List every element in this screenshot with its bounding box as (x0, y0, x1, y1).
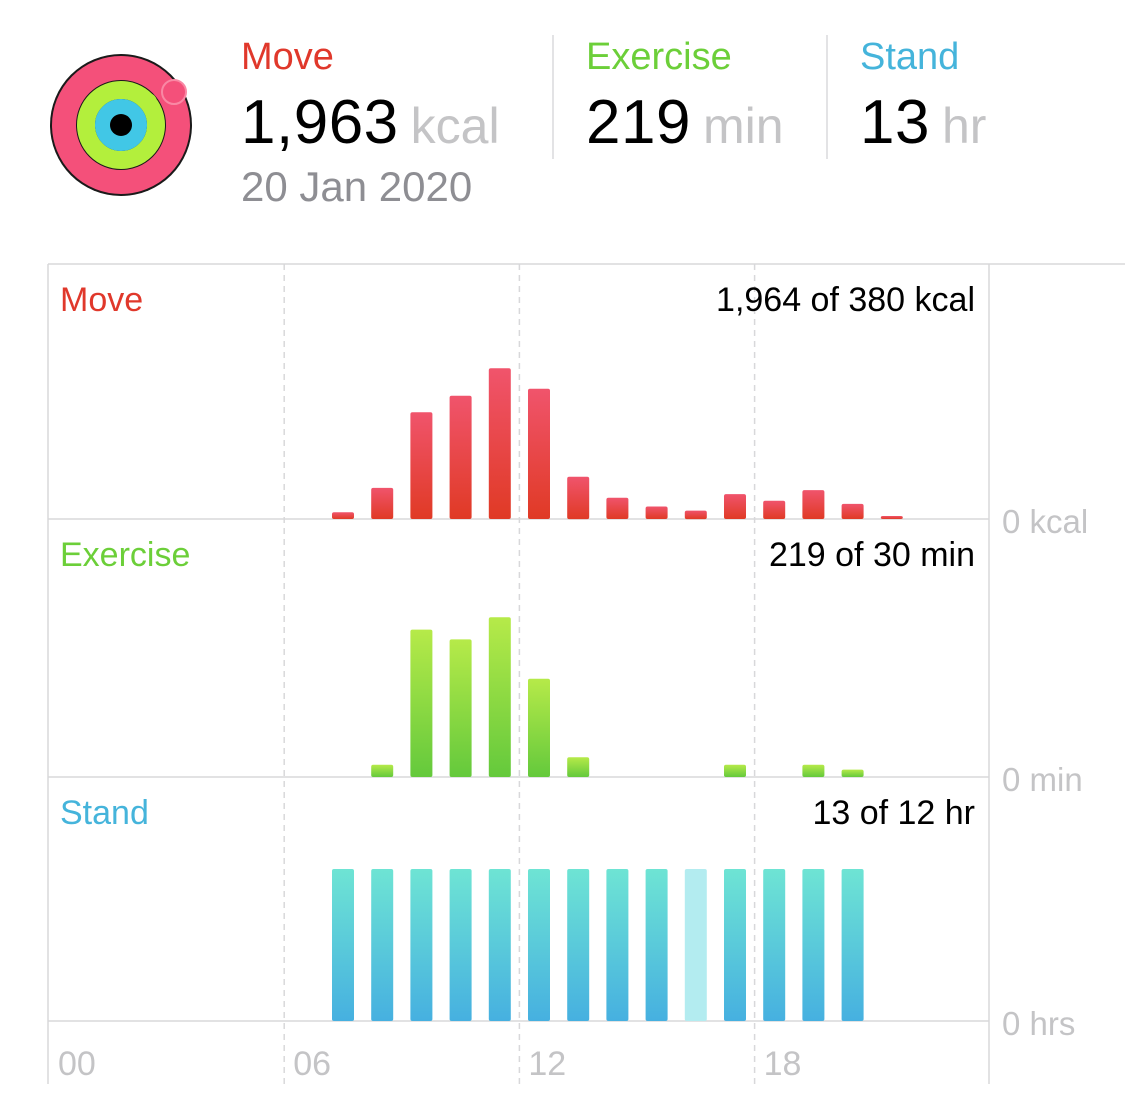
summary-header: Move 1,963 kcal 20 Jan 2020 Exercise 219 m… (0, 0, 1125, 240)
stand-bar (841, 869, 864, 1021)
exercise-bar (528, 678, 550, 777)
stand-bar (371, 869, 394, 1021)
exercise-bar (802, 764, 825, 777)
exercise-bar (449, 639, 472, 777)
activity-rings-icon (50, 54, 192, 196)
exercise-baseline-label: 0 min (1002, 761, 1083, 798)
move-baseline-label: 0 kcal (1002, 503, 1088, 540)
move-bar (332, 512, 354, 519)
move-bar (684, 510, 707, 520)
exercise-bar (410, 629, 433, 777)
stand-summary: Stand 13 hr (860, 30, 986, 178)
move-bar (371, 487, 394, 519)
exercise-bar (724, 764, 746, 777)
x-tick-label: 18 (764, 1045, 802, 1083)
exercise-bar (567, 757, 590, 777)
move-unit: kcal (410, 98, 500, 154)
x-tick-label: 06 (293, 1045, 331, 1083)
stand-bar (802, 869, 825, 1021)
stand-goal-summary: 13 of 12 hr (812, 794, 975, 832)
x-tick-label: 00 (58, 1045, 96, 1083)
move-bar (645, 506, 668, 519)
exercise-value-row: 219 min (586, 84, 784, 178)
move-bar (724, 494, 746, 519)
stand-bar (684, 869, 707, 1021)
exercise-chart-title: Exercise (60, 536, 190, 574)
exercise-label: Exercise (586, 36, 732, 78)
exercise-value: 219 (586, 88, 691, 157)
exercise-goal-summary: 219 of 30 min (769, 536, 975, 574)
move-goal-summary: 1,964 of 380 kcal (716, 281, 975, 319)
exercise-bar (488, 617, 511, 777)
move-bar (528, 388, 550, 519)
stand-bar (724, 869, 746, 1021)
stand-bar (567, 869, 590, 1021)
exercise-bar (841, 769, 864, 777)
move-bar (488, 368, 511, 519)
move-label: Move (241, 36, 334, 78)
stand-bar (645, 869, 668, 1021)
stand-baseline-label: 0 hrs (1002, 1005, 1075, 1042)
move-bar (841, 503, 864, 519)
stand-bar (488, 869, 511, 1021)
move-bar (410, 412, 433, 519)
move-value: 1,963 (241, 88, 399, 157)
stand-bar (606, 869, 629, 1021)
move-summary: Move 1,963 kcal (241, 30, 500, 178)
move-panel (332, 368, 903, 520)
exercise-summary: Exercise 219 min (586, 30, 784, 178)
move-bar (880, 516, 903, 519)
stand-unit: hr (941, 98, 987, 154)
stand-chart-title: Stand (60, 794, 149, 832)
divider (552, 35, 554, 159)
stand-bar (528, 869, 550, 1021)
date-label: 20 Jan 2020 (241, 163, 473, 210)
move-bar (449, 395, 472, 519)
move-bar (567, 476, 590, 520)
stand-label: Stand (860, 36, 960, 78)
move-bar (606, 497, 629, 519)
divider (826, 35, 828, 159)
exercise-unit: min (702, 98, 784, 154)
stand-value-row: 13 hr (860, 84, 986, 178)
stand-bar (449, 869, 472, 1021)
stand-value: 13 (860, 88, 930, 157)
x-tick-label: 12 (528, 1045, 566, 1083)
stand-panel (332, 869, 864, 1021)
stand-bar (763, 869, 786, 1021)
exercise-bar (371, 764, 394, 777)
stand-bar (410, 869, 433, 1021)
move-bar (802, 490, 825, 519)
stand-bar (332, 869, 354, 1021)
move-chart-title: Move (60, 281, 143, 319)
move-value-row: 1,963 kcal (241, 84, 500, 178)
move-bar (763, 500, 786, 519)
exercise-panel (371, 617, 864, 777)
